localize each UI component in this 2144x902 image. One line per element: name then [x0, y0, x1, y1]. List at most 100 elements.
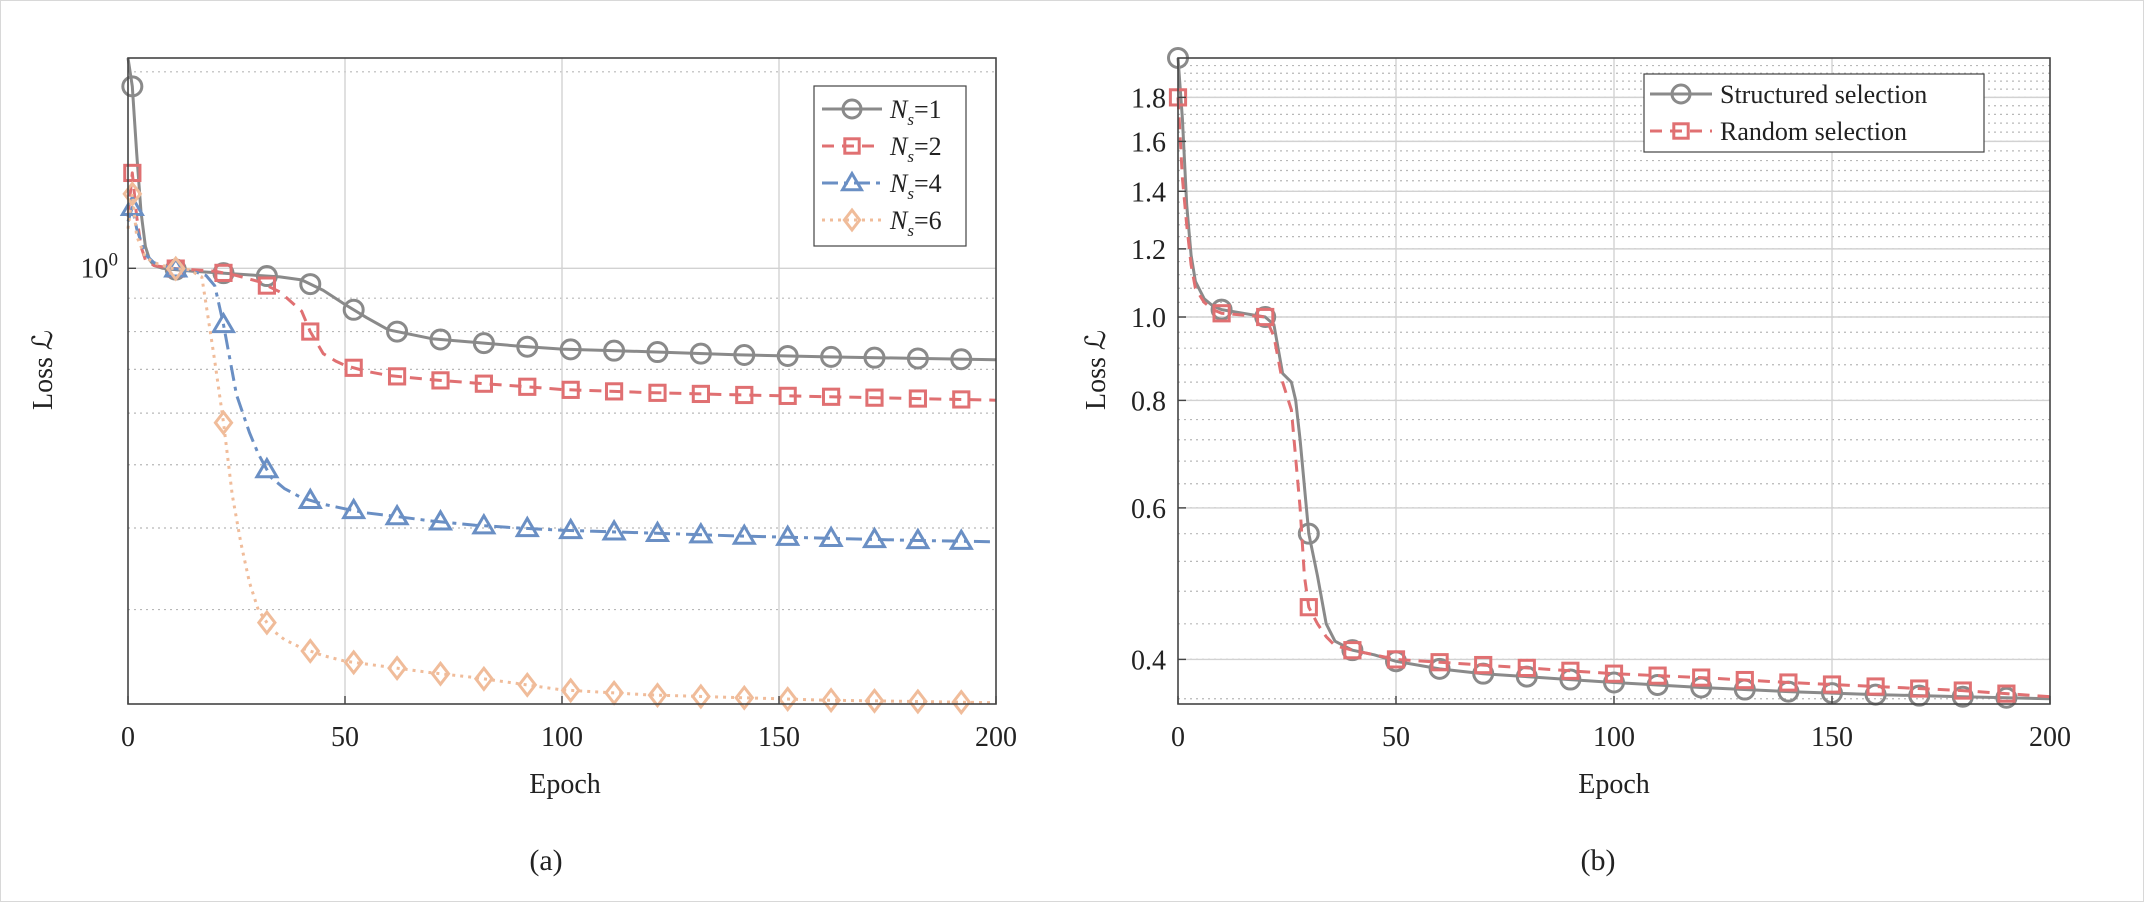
chart-b-xlabel: Epoch: [1578, 769, 1650, 800]
pa-series-line-2: [126, 205, 997, 544]
pb-series-1-marker: [1735, 670, 1754, 690]
pa-series-0-marker: [776, 344, 799, 367]
pb-series-1-marker: [1997, 684, 2016, 703]
pa-series-0-marker: [516, 335, 539, 358]
pa-series-line-1: [126, 171, 997, 402]
pa-series-3-marker: [343, 649, 364, 676]
pb-series-0-marker: [1603, 671, 1625, 694]
pb-xtick-label: 0: [1171, 722, 1185, 753]
pb-series-1-marker: [1517, 658, 1536, 678]
pa-legend-label-3: Ns=6: [889, 206, 942, 240]
pb-series-1-marker: [1212, 304, 1231, 323]
pb-series-1-marker: [1561, 661, 1580, 680]
chart-b-series: [1167, 47, 2051, 709]
pa-legend-label-1: Ns=2: [889, 132, 942, 166]
pb-series-0-marker: [1297, 522, 1320, 545]
pb-legend-marker-1: [1672, 122, 1690, 140]
pa-series-3-marker: [387, 655, 408, 682]
pb-series-1-marker: [1430, 653, 1449, 672]
pb-ytick-label: 1.0: [1131, 303, 1166, 334]
pa-series-2-marker: [254, 456, 280, 479]
pb-series-1-marker: [1256, 307, 1275, 327]
pa-legend-label-2: Ns=4: [889, 169, 942, 203]
pa-series-2-marker: [471, 512, 497, 535]
pa-series-2-marker: [688, 521, 714, 544]
pa-series-1-marker: [474, 374, 493, 393]
pa-series-0-marker: [255, 265, 278, 288]
pb-xtick-label: 100: [1593, 722, 1635, 753]
pa-series-0-marker: [733, 343, 756, 366]
pb-xtick-label: 200: [2029, 722, 2071, 753]
pa-series-3-marker: [907, 688, 928, 715]
pb-series-1-marker: [1779, 673, 1798, 692]
pa-xtick-label: 0: [121, 722, 135, 753]
pb-series-1-marker: [1299, 598, 1318, 617]
chart-a-ylabel: Loss ℒ: [28, 330, 59, 410]
pb-series-0-marker: [1995, 686, 2018, 709]
pa-series-1-marker: [865, 388, 884, 407]
pa-series-3-marker: [517, 671, 538, 698]
pa-series-0-marker: [906, 347, 929, 370]
pa-series-2-marker: [948, 528, 974, 550]
pa-series-2-marker: [731, 523, 757, 545]
pa-series-1-marker: [561, 380, 580, 399]
pa-series-2-marker: [427, 508, 454, 531]
pa-series-3-marker: [473, 665, 494, 692]
pa-series-1-marker: [123, 163, 142, 183]
pa-series-0-marker: [386, 320, 409, 343]
pa-series-2-marker: [775, 524, 801, 546]
pb-series-1-marker: [1822, 675, 1842, 694]
pa-series-1-marker: [648, 383, 667, 402]
chart-b-major-grid: [1178, 58, 2050, 704]
pa-series-1-marker: [344, 358, 363, 377]
pb-ytick-label: 0.4: [1131, 645, 1166, 676]
chart-b-legend: Structured selection Random selection: [1643, 73, 1985, 153]
pa-xtick-label: 50: [331, 722, 359, 753]
pa-series-3-marker: [690, 683, 711, 710]
chart-b-ylabel: Loss ℒ: [1081, 330, 1112, 410]
pa-legend-label-0: Ns=1: [889, 95, 942, 129]
pa-series-2-marker: [601, 518, 627, 541]
pa-series-3-marker: [821, 687, 842, 714]
pb-xtick-label: 50: [1382, 722, 1410, 753]
chart-a-xlabel: Epoch: [529, 769, 601, 800]
pa-series-1-marker: [431, 371, 450, 390]
pa-series-2-marker: [818, 525, 844, 547]
pa-series-1-marker: [387, 367, 407, 386]
pb-series-0-marker: [1646, 674, 1669, 697]
chart-a-panel-label: (a): [529, 844, 562, 877]
pb-series-0-marker: [1341, 639, 1364, 662]
pb-series-0-marker: [1951, 685, 1974, 708]
pa-series-3-marker: [734, 684, 755, 711]
pa-series-1-marker: [778, 386, 797, 405]
pa-series-3-marker: [430, 660, 451, 687]
pb-series-1-marker: [1386, 650, 1406, 669]
pa-series-0-marker: [646, 341, 669, 364]
pa-series-0-marker: [299, 273, 322, 296]
pa-series-2-marker: [163, 255, 189, 278]
chart-a-tick-labels: 0 50 100 150 200 100: [81, 249, 1018, 753]
pa-series-1-marker: [952, 390, 971, 409]
pa-series-0-marker: [950, 348, 973, 371]
pa-series-1-marker: [908, 389, 927, 408]
pa-series-0-marker: [559, 338, 582, 361]
pb-ytick-label: 1.6: [1131, 127, 1166, 158]
pa-series-0-marker: [820, 345, 843, 368]
pa-series-3-marker: [165, 255, 186, 282]
pb-series-1-marker: [1474, 655, 1493, 675]
pa-legend-marker-0: [841, 98, 863, 120]
pb-ytick-label: 1.4: [1131, 177, 1166, 208]
pa-series-0-marker: [212, 262, 235, 285]
pb-series-1-marker: [1343, 641, 1362, 660]
pa-series-3-marker: [560, 677, 581, 704]
pb-series-0-marker: [1210, 298, 1233, 321]
pa-series-0-marker: [121, 75, 144, 98]
pa-series-1-marker: [301, 322, 320, 341]
chart-a-series: [119, 57, 997, 716]
chart-b-panel-label: (b): [1581, 844, 1616, 877]
pa-series-3-marker: [777, 686, 798, 712]
pa-series-2-marker: [297, 487, 323, 510]
pa-series-1-marker: [257, 276, 276, 295]
pa-series-2-marker: [514, 515, 540, 538]
